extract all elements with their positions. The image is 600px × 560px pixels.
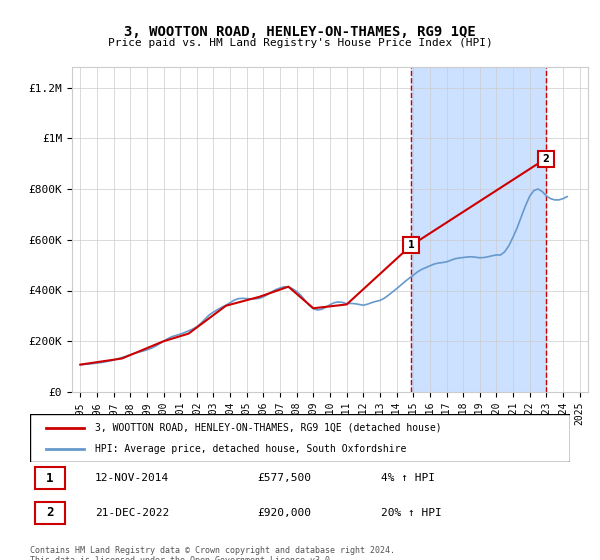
Text: £920,000: £920,000 (257, 508, 311, 518)
Text: 4% ↑ HPI: 4% ↑ HPI (381, 473, 435, 483)
Text: Price paid vs. HM Land Registry's House Price Index (HPI): Price paid vs. HM Land Registry's House … (107, 38, 493, 48)
Text: 1: 1 (46, 472, 54, 485)
FancyBboxPatch shape (35, 467, 65, 489)
Text: 3, WOOTTON ROAD, HENLEY-ON-THAMES, RG9 1QE (detached house): 3, WOOTTON ROAD, HENLEY-ON-THAMES, RG9 1… (95, 423, 442, 433)
Bar (411, 67, 546, 392)
Text: 20% ↑ HPI: 20% ↑ HPI (381, 508, 442, 518)
Text: 21-DEC-2022: 21-DEC-2022 (95, 508, 169, 518)
Text: 2: 2 (46, 506, 54, 519)
Text: HPI: Average price, detached house, South Oxfordshire: HPI: Average price, detached house, Sout… (95, 444, 406, 454)
FancyBboxPatch shape (35, 502, 65, 524)
Text: 2: 2 (542, 153, 549, 164)
Text: 12-NOV-2014: 12-NOV-2014 (95, 473, 169, 483)
Text: Contains HM Land Registry data © Crown copyright and database right 2024.
This d: Contains HM Land Registry data © Crown c… (30, 546, 395, 560)
Text: 3, WOOTTON ROAD, HENLEY-ON-THAMES, RG9 1QE: 3, WOOTTON ROAD, HENLEY-ON-THAMES, RG9 1… (124, 25, 476, 39)
Text: £577,500: £577,500 (257, 473, 311, 483)
Text: 1: 1 (407, 240, 415, 250)
FancyBboxPatch shape (30, 414, 570, 462)
